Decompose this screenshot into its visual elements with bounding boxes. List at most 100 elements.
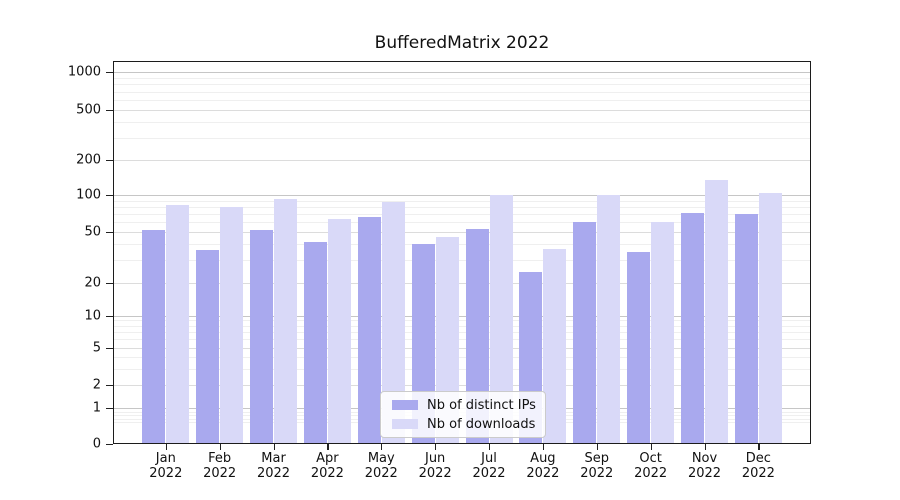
gridline-minor <box>113 357 811 358</box>
x-tick-mark-may <box>381 444 383 450</box>
y-tick-mark-1 <box>106 408 113 410</box>
y-tick-mark-0 <box>106 443 113 445</box>
bar-distinct-ips-mar <box>250 229 274 444</box>
legend-item-downloads: Nb of downloads <box>392 417 545 432</box>
y-tick-label-200: 200 <box>76 152 101 168</box>
y-tick-label-1000: 1000 <box>67 64 101 80</box>
bar-downloads-aug <box>543 248 567 444</box>
bar-downloads-apr <box>327 218 351 444</box>
gridline-minor <box>113 332 811 334</box>
y-tick-label-20: 20 <box>84 275 101 290</box>
gridline-minor <box>113 200 811 202</box>
bar-downloads-may <box>381 201 405 444</box>
bar-downloads-sep <box>597 195 621 444</box>
bar-downloads-jan <box>166 204 190 444</box>
legend-swatch-downloads <box>392 419 418 429</box>
y-tick-mark-1000 <box>106 72 113 74</box>
bar-downloads-oct <box>651 222 675 444</box>
gridline-500 <box>113 110 811 111</box>
chart-title: BufferedMatrix 2022 <box>374 33 550 53</box>
y-tick-mark-5 <box>106 348 113 350</box>
bar-distinct-ips-feb <box>196 250 220 444</box>
x-tick-mark-jul <box>489 444 491 450</box>
bar-downloads-nov <box>705 179 728 444</box>
y-tick-label-50: 50 <box>84 224 101 240</box>
y-tick-mark-200 <box>106 160 113 162</box>
x-tick-label-feb: Feb 2022 <box>203 450 237 482</box>
y-tick-label-500: 500 <box>76 102 101 118</box>
gridline-minor <box>113 91 811 93</box>
y-tick-mark-500 <box>106 110 113 112</box>
x-tick-mark-sep <box>596 444 598 450</box>
bar-distinct-ips-may <box>357 217 381 444</box>
gridline-minor <box>113 84 811 86</box>
gridline-minor <box>113 137 811 139</box>
gridline-minor <box>113 100 811 101</box>
y-tick-label-2: 2 <box>92 377 101 393</box>
bar-downloads-feb <box>220 206 244 444</box>
x-tick-mark-oct <box>650 444 652 450</box>
gridline-minor <box>113 122 811 124</box>
gridline-minor <box>113 206 811 208</box>
x-tick-label-dec: Dec 2022 <box>741 450 775 482</box>
x-tick-label-nov: Nov 2022 <box>687 450 722 482</box>
bar-distinct-ips-oct <box>627 251 651 444</box>
gridline-50 <box>113 232 811 233</box>
bar-distinct-ips-jan <box>142 229 166 444</box>
bar-distinct-ips-jul <box>465 228 489 444</box>
gridline-1000 <box>113 72 811 73</box>
gridline-100 <box>113 195 811 196</box>
y-tick-label-5: 5 <box>92 340 101 356</box>
x-tick-mark-aug <box>542 444 545 450</box>
y-tick-mark-2 <box>106 385 113 387</box>
legend-label-downloads: Nb of downloads <box>427 416 536 432</box>
bar-downloads-mar <box>274 199 298 444</box>
x-tick-mark-nov <box>704 444 706 450</box>
gridline-5 <box>113 348 811 349</box>
y-tick-label-100: 100 <box>76 187 101 203</box>
x-tick-label-may: May 2022 <box>364 450 398 482</box>
gridline-minor <box>113 260 811 262</box>
x-tick-mark-feb <box>219 444 221 450</box>
x-tick-label-jul: Jul 2022 <box>472 450 506 482</box>
bar-distinct-ips-dec <box>734 214 758 444</box>
legend-label-distinct-ips: Nb of distinct IPs <box>427 397 536 413</box>
x-tick-mark-jun <box>435 444 437 450</box>
gridline-minor <box>113 77 811 79</box>
gridline-10 <box>113 315 811 317</box>
gridline-minor <box>113 244 811 246</box>
bar-downloads-dec <box>758 193 782 444</box>
bar-downloads-jul <box>489 195 513 444</box>
y-tick-mark-20 <box>106 282 113 284</box>
gridline-minor <box>113 325 811 327</box>
x-tick-label-apr: Apr 2022 <box>310 450 344 482</box>
gridline-minor <box>113 214 811 216</box>
bar-distinct-ips-apr <box>303 241 327 444</box>
y-tick-label-0: 0 <box>92 436 101 451</box>
x-tick-mark-mar <box>273 444 275 450</box>
x-tick-label-jun: Jun 2022 <box>418 450 452 482</box>
y-tick-mark-100 <box>106 195 113 197</box>
x-tick-label-sep: Sep 2022 <box>580 450 614 482</box>
x-tick-label-mar: Mar 2022 <box>256 450 291 482</box>
legend: Nb of distinct IPs Nb of downloads <box>380 391 546 438</box>
gridline-2 <box>113 385 811 386</box>
y-tick-label-10: 10 <box>84 308 101 323</box>
x-tick-label-aug: Aug 2022 <box>526 450 560 482</box>
gridline-minor <box>113 339 811 341</box>
y-tick-label-1: 1 <box>92 400 101 416</box>
x-tick-label-jan: Jan 2022 <box>149 450 183 482</box>
gridline-minor <box>113 222 811 224</box>
bar-distinct-ips-nov <box>681 213 704 444</box>
x-tick-mark-apr <box>327 444 329 450</box>
gridline-minor <box>113 368 811 370</box>
legend-item-distinct-ips: Nb of distinct IPs <box>392 398 545 413</box>
x-tick-mark-dec <box>758 444 760 450</box>
gridline-minor <box>113 320 811 322</box>
y-tick-mark-10 <box>106 315 113 317</box>
gridline-20 <box>113 282 811 284</box>
gridline-200 <box>113 160 811 161</box>
y-tick-mark-50 <box>106 232 113 234</box>
legend-swatch-distinct-ips <box>392 400 418 410</box>
